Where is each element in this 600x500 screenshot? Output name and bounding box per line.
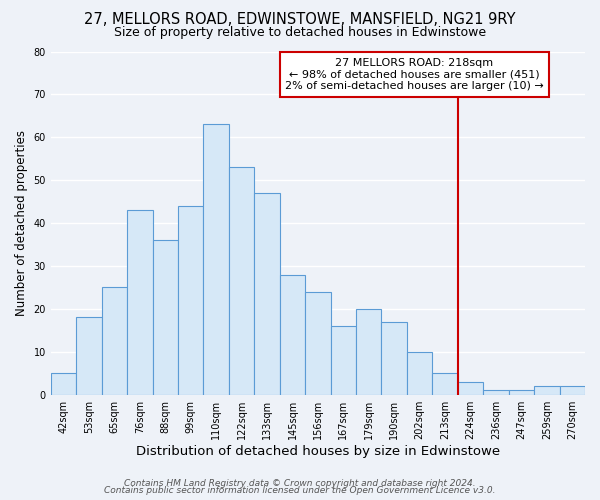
Text: 27 MELLORS ROAD: 218sqm
← 98% of detached houses are smaller (451)
2% of semi-de: 27 MELLORS ROAD: 218sqm ← 98% of detache… [285,58,544,91]
Bar [483,390,509,394]
Bar [229,168,254,394]
Y-axis label: Number of detached properties: Number of detached properties [15,130,28,316]
Text: Contains public sector information licensed under the Open Government Licence v3: Contains public sector information licen… [104,486,496,495]
Bar [101,288,127,395]
Bar [433,374,458,394]
Bar [356,309,382,394]
Bar [534,386,560,394]
Bar [178,206,203,394]
Bar [305,292,331,395]
Bar [509,390,534,394]
Bar [458,382,483,394]
Bar [76,318,101,394]
Bar [331,326,356,394]
Bar [560,386,585,394]
Bar [203,124,229,394]
Text: Contains HM Land Registry data © Crown copyright and database right 2024.: Contains HM Land Registry data © Crown c… [124,478,476,488]
Bar [382,322,407,394]
Text: Size of property relative to detached houses in Edwinstowe: Size of property relative to detached ho… [114,26,486,39]
Bar [127,210,152,394]
Bar [254,193,280,394]
Text: 27, MELLORS ROAD, EDWINSTOWE, MANSFIELD, NG21 9RY: 27, MELLORS ROAD, EDWINSTOWE, MANSFIELD,… [84,12,516,28]
Bar [51,374,76,394]
Bar [152,240,178,394]
Bar [407,352,433,395]
Bar [280,274,305,394]
X-axis label: Distribution of detached houses by size in Edwinstowe: Distribution of detached houses by size … [136,444,500,458]
